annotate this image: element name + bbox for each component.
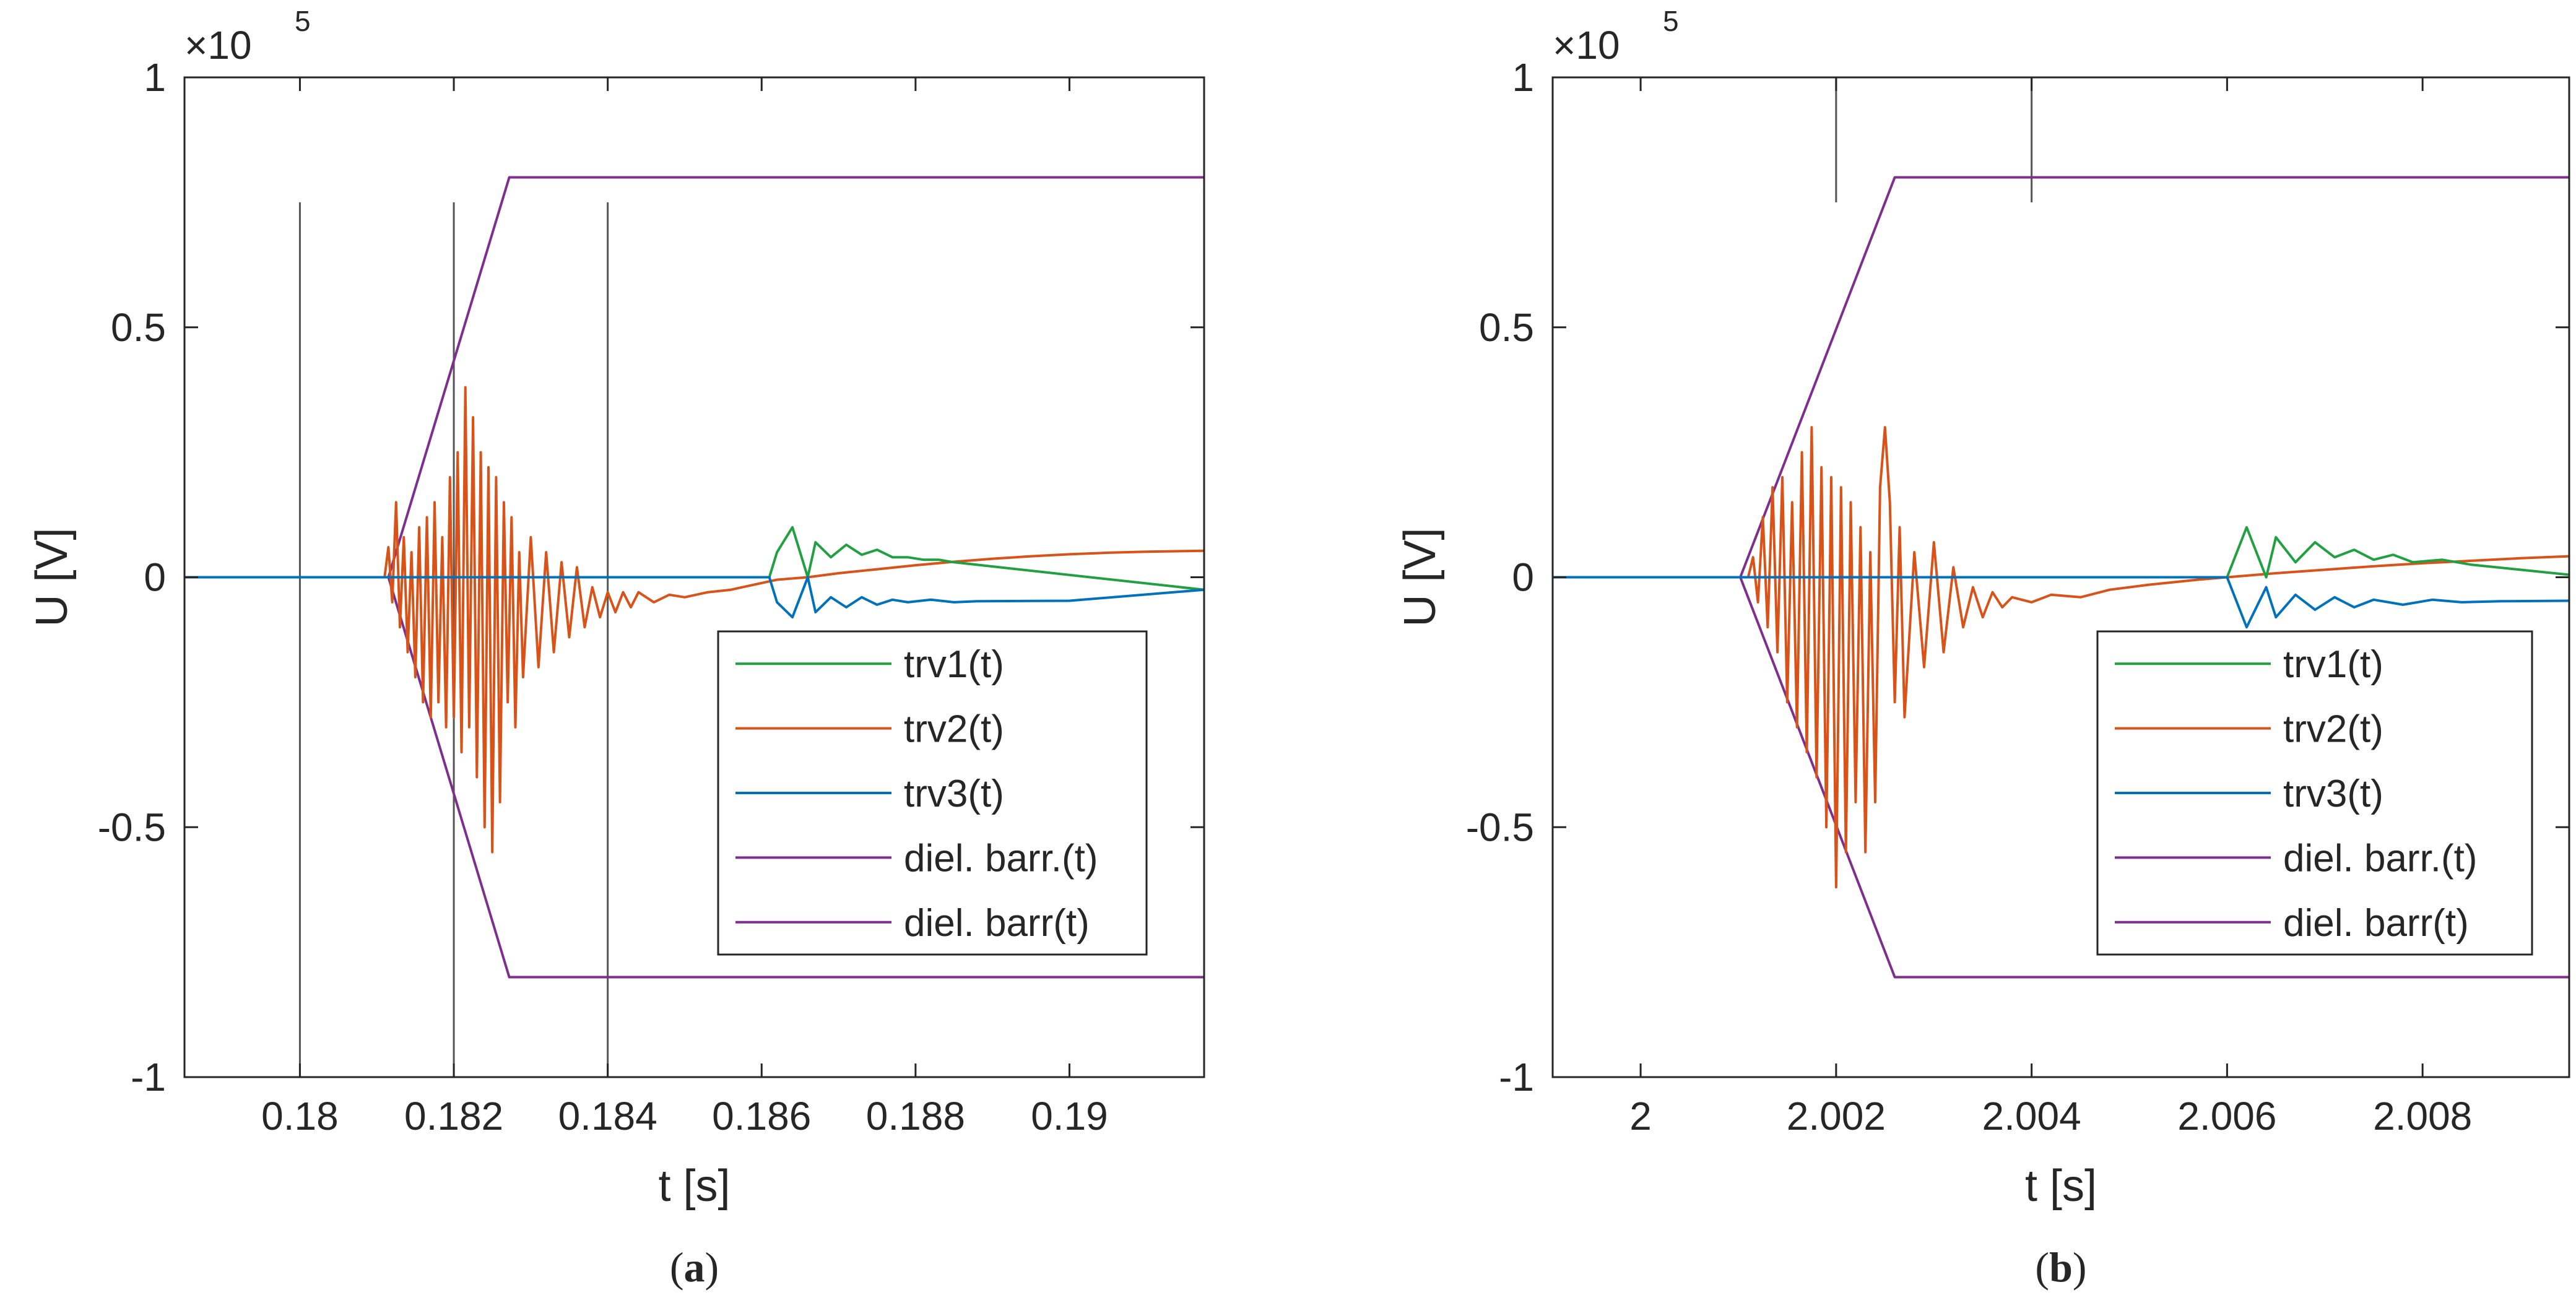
legend-entry: trv2(t) bbox=[904, 708, 1004, 751]
y-tick-label: -1 bbox=[1499, 1055, 1534, 1099]
series-line-1 bbox=[1553, 426, 2569, 889]
legend-entry: diel. barr(t) bbox=[904, 902, 1090, 945]
panel-a: 0.18 0.182 0.184 0.186 0.188 0.19 -1 -0.5 0 0.5 1 ×… bbox=[27, 5, 1205, 1291]
y-exponent-power: 5 bbox=[295, 5, 311, 37]
panel-label: (b) bbox=[2035, 1244, 2086, 1291]
legend-entry: trv1(t) bbox=[2283, 643, 2383, 686]
series-group bbox=[184, 176, 1204, 979]
legend-entry: diel. barr(t) bbox=[2283, 902, 2469, 945]
y-exponent-power: 5 bbox=[1663, 5, 1679, 37]
series-line-2 bbox=[1553, 576, 2569, 629]
panel-label: (a) bbox=[670, 1244, 719, 1291]
y-exponent-label: ×10 bbox=[184, 23, 252, 67]
x-tick-label: 0.184 bbox=[558, 1094, 657, 1138]
series-line-1 bbox=[184, 386, 1204, 854]
y-tick-label: 1 bbox=[1512, 55, 1534, 100]
series-group bbox=[1553, 176, 2569, 979]
x-tick-label: 2.002 bbox=[1787, 1094, 1886, 1138]
legend-entry: trv2(t) bbox=[2283, 708, 2383, 751]
y-tick-label: 0 bbox=[144, 555, 166, 600]
series-line-0 bbox=[1553, 526, 2569, 579]
x-tick-label: 2 bbox=[1629, 1094, 1652, 1138]
x-tick-label: 0.19 bbox=[1031, 1094, 1108, 1138]
series-line-2 bbox=[184, 576, 1204, 619]
legend-entry: diel. barr.(t) bbox=[2283, 837, 2478, 880]
legend: trv1(t) trv2(t) trv3(t) diel. barr.(t) diel.… bbox=[717, 630, 1148, 956]
y-tick-label: -1 bbox=[131, 1055, 166, 1099]
y-tick-label: 0.5 bbox=[1479, 305, 1534, 350]
y-tick-label: 1 bbox=[144, 55, 166, 100]
y-tick-label: -0.5 bbox=[98, 805, 166, 849]
series-line-0 bbox=[184, 526, 1204, 591]
panel-b: 2 2.002 2.004 2.006 2.008 -1 -0.5 0 0.5 1 ×10 5 t [s… bbox=[1395, 5, 2570, 1291]
x-tick-label: 0.18 bbox=[261, 1094, 339, 1138]
y-exponent-label: ×10 bbox=[1553, 23, 1620, 67]
x-tick-label: 2.008 bbox=[2373, 1094, 2472, 1138]
y-tick-label: -0.5 bbox=[1466, 805, 1534, 849]
legend: trv1(t) trv2(t) trv3(t) diel. barr.(t) diel.… bbox=[2096, 630, 2533, 956]
legend-entry: trv3(t) bbox=[904, 773, 1004, 815]
x-tick-label: 2.004 bbox=[1982, 1094, 2081, 1138]
x-axis-label: t [s] bbox=[2025, 1161, 2097, 1211]
x-tick-label: 0.186 bbox=[712, 1094, 811, 1138]
y-axis-label: U [V] bbox=[1395, 527, 1445, 626]
legend-entry: diel. barr.(t) bbox=[904, 837, 1098, 880]
y-tick-label: 0.5 bbox=[111, 305, 166, 350]
x-axis-label: t [s] bbox=[658, 1161, 730, 1211]
y-axis-label: U [V] bbox=[27, 527, 77, 626]
legend-entry: trv3(t) bbox=[2283, 773, 2383, 815]
legend-entry: trv1(t) bbox=[904, 643, 1004, 686]
x-tick-label: 0.182 bbox=[404, 1094, 503, 1138]
y-tick-label: 0 bbox=[1512, 555, 1534, 600]
x-tick-label: 2.006 bbox=[2177, 1094, 2276, 1138]
x-tick-label: 0.188 bbox=[866, 1094, 965, 1138]
